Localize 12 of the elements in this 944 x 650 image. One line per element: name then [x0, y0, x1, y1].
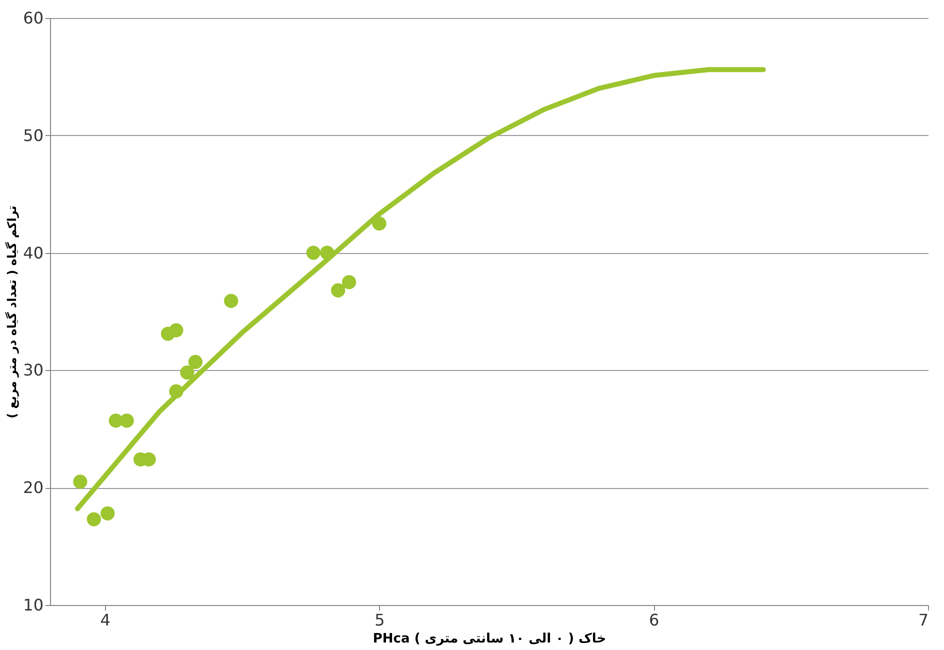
x-tick-label: 5: [374, 610, 385, 630]
y-tick-label: 20: [23, 478, 44, 498]
y-tick-label: 50: [23, 126, 44, 145]
y-tick-label: 30: [23, 360, 44, 380]
x-tick-label: 7: [918, 610, 928, 630]
y-tick-label: 10: [23, 596, 44, 614]
x-axis-title: PHca خاک ( ۰ الی ۱۰ سانتی متری ): [372, 632, 606, 646]
y-axis-title: تراکم گیاه ( تعداد گیاه در متر مربع ): [5, 206, 20, 418]
x-tick-label: 4: [100, 610, 110, 630]
y-tick-label: 40: [23, 243, 44, 262]
y-tick-label: 60: [23, 8, 44, 28]
x-tick-label: 6: [649, 610, 660, 630]
